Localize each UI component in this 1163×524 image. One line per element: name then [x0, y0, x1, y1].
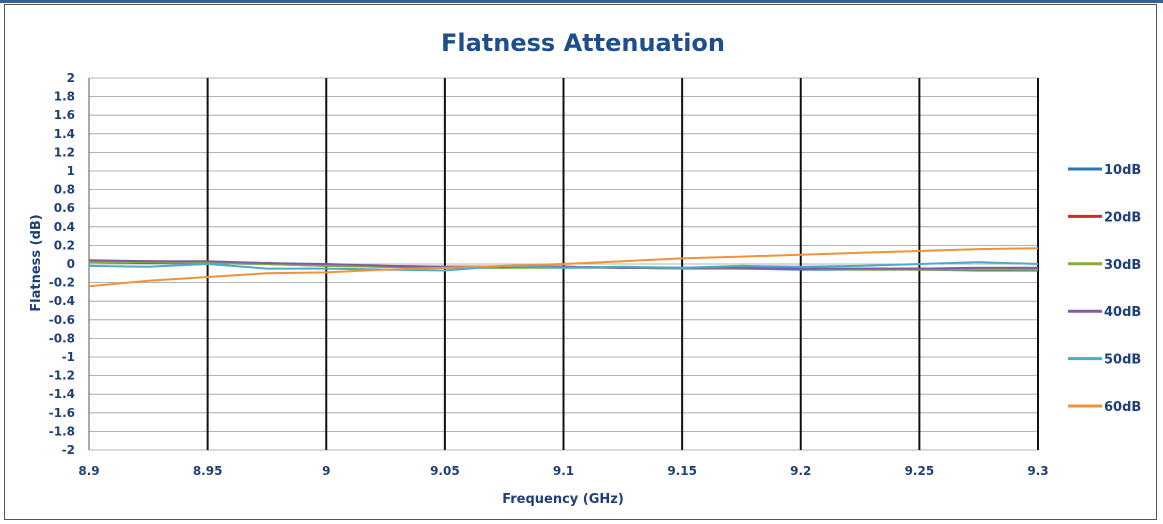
y-tick-label: -0.2 — [49, 276, 75, 290]
legend-label-60dB: 60dB — [1104, 400, 1141, 415]
y-axis-label: Flatness (dB) — [29, 214, 44, 312]
y-tick-label: -1.8 — [49, 424, 75, 438]
series-line-50dB — [88, 261, 1039, 272]
x-tick-label: 9.3 — [1027, 464, 1048, 478]
y-tick-label: -1.6 — [49, 406, 75, 420]
chart-frame — [4, 4, 1157, 520]
x-tick-label: 9.1 — [553, 464, 574, 478]
series-lines — [88, 247, 1039, 288]
x-tick-labels: 8.9 8.95 9 9.05 9.1 9.15 9.2 9.25 9.3 — [78, 464, 1048, 478]
y-tick-label: -0.6 — [49, 313, 75, 327]
y-tick-label: 0.8 — [54, 183, 75, 197]
y-tick-label: 0.6 — [54, 201, 75, 215]
y-tick-labels: 2 1.8 1.6 1.4 1.2 1 0.8 0.6 0.4 0.2 0 -0.2 -0.4 -0.6 -… — [49, 71, 75, 457]
y-tick-label: -0.8 — [49, 331, 75, 345]
y-tick-label: 1.6 — [54, 108, 75, 122]
legend: 10dB 20dB 30dB 40dB 50dB 60dB — [1068, 163, 1141, 415]
series-line-60dB — [88, 247, 1039, 288]
x-tick-label: 9.25 — [905, 464, 935, 478]
y-tick-label: 1.2 — [54, 145, 75, 159]
x-tick-label: 8.95 — [193, 464, 223, 478]
x-axis-label: Frequency (GHz) — [502, 492, 624, 507]
grid — [88, 77, 1039, 451]
y-tick-label: 2 — [67, 71, 75, 85]
x-tick-label: 9.2 — [790, 464, 811, 478]
chart-title: Flatness Attenuation — [441, 29, 725, 57]
y-tick-label: -0.4 — [49, 294, 75, 308]
y-tick-label: 1 — [67, 164, 75, 178]
y-tick-label: -1 — [62, 350, 75, 364]
y-tick-label: -2 — [62, 443, 75, 457]
x-tick-label: 9 — [322, 464, 330, 478]
legend-label-50dB: 50dB — [1104, 353, 1141, 368]
y-tick-label: 0.2 — [54, 238, 75, 252]
legend-label-20dB: 20dB — [1104, 210, 1141, 225]
y-tick-label: -1.4 — [49, 387, 75, 401]
legend-label-40dB: 40dB — [1104, 305, 1141, 320]
legend-label-10dB: 10dB — [1104, 163, 1141, 178]
y-tick-label: 1.8 — [54, 90, 75, 104]
x-tick-label: 9.05 — [430, 464, 460, 478]
legend-label-30dB: 30dB — [1104, 258, 1141, 273]
y-tick-label: 1.4 — [54, 127, 75, 141]
y-tick-label: -1.2 — [49, 369, 75, 383]
top-border-line — [0, 0, 1163, 3]
y-tick-label: 0.4 — [54, 220, 75, 234]
x-tick-label: 8.9 — [78, 464, 99, 478]
x-tick-label: 9.15 — [667, 464, 697, 478]
y-tick-label: 0 — [67, 257, 75, 271]
